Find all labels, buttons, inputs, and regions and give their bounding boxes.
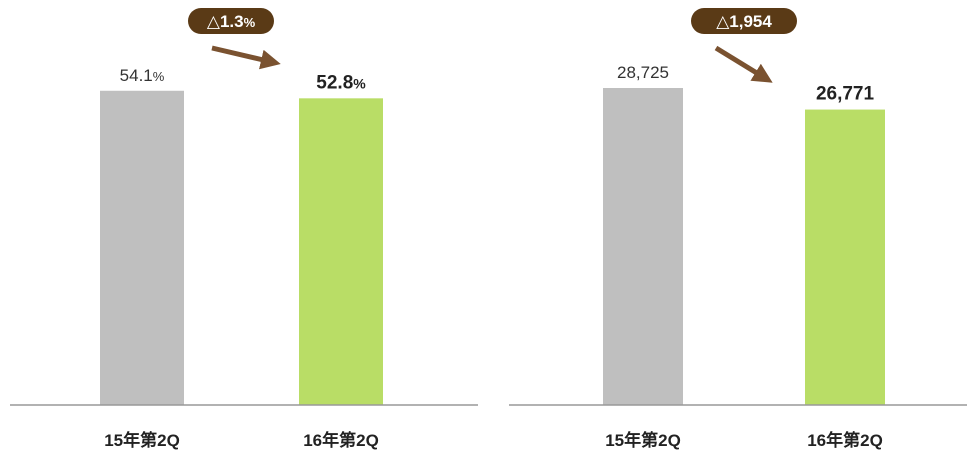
bar-16q2 [805,109,885,406]
bar-16q2 [299,98,383,405]
x-tick-label: 16年第2Q [303,430,379,450]
decrease-arrow-icon [714,45,773,83]
x-tick-label: 15年第2Q [605,430,681,450]
decrease-arrow-icon [211,45,281,70]
change-badge-text: △1.3% [207,12,256,31]
x-tick-label: 15年第2Q [104,430,180,450]
bar-15q2 [603,88,683,405]
change-badge [691,8,797,34]
change-badge [188,8,274,34]
bar-15q2 [100,90,184,405]
value-label: 54.1% [120,66,165,85]
x-tick-label: 16年第2Q [807,430,883,450]
value-label: 52.8% [316,72,366,93]
change-badge-text: △1,954 [716,12,772,31]
chart-panel-1: 54.1% 15年第2Q 52.8% 16年第2Q △1.3% [10,8,478,450]
value-label: 28,725 [617,63,669,82]
value-label: 26,771 [816,84,875,105]
chart-panel-2: 28,725 15年第2Q 26,771 16年第2Q △1,954 [509,8,967,450]
